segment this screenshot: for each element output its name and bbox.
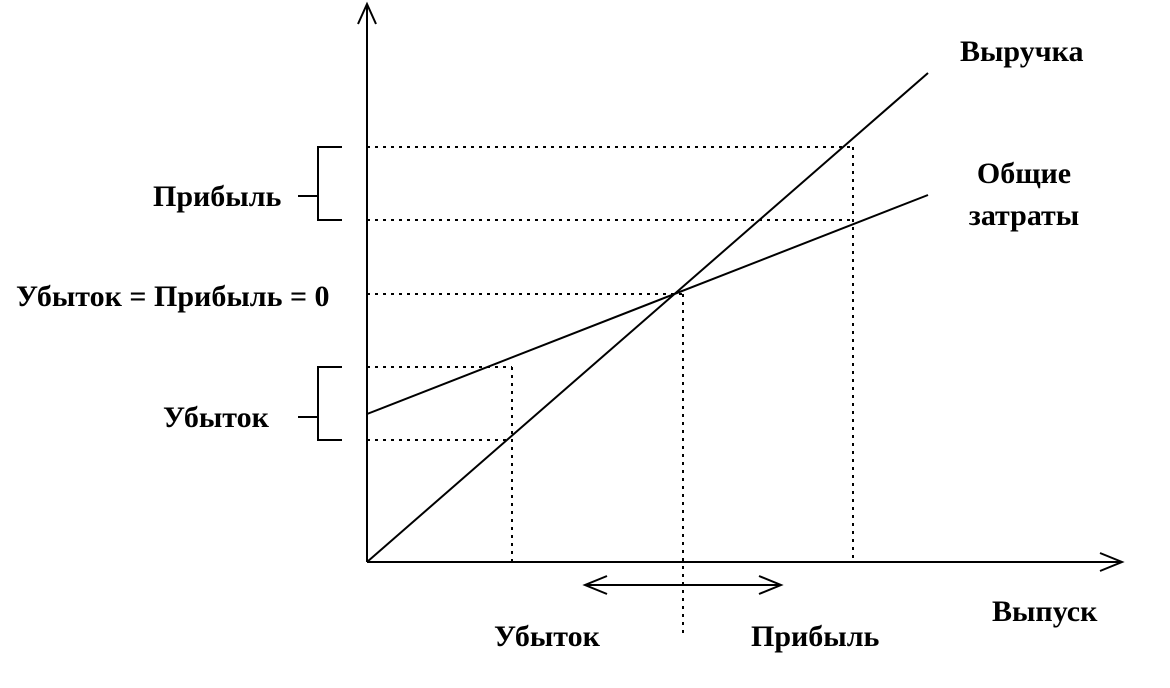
revenue-label: Выручка (960, 35, 1083, 68)
profit-bottom-label: Прибыль (751, 620, 880, 653)
y-axis-arrowhead (357, 1, 377, 25)
axes (357, 1, 1125, 572)
revenue-line (366, 72, 929, 563)
loss-bottom-label: Убыток (494, 620, 601, 653)
loss-bracket (317, 366, 342, 441)
double-arrow-left-head (582, 575, 608, 595)
profit-left-label: Прибыль (153, 180, 282, 213)
function-lines (366, 72, 929, 563)
loss-profit-arrow (582, 575, 784, 595)
breakeven-label: Убыток = Прибыль = 0 (16, 280, 330, 313)
dotted-guides (367, 146, 854, 638)
total-costs-label-line2: затраты (969, 199, 1079, 232)
total-costs-label-line1: Общие (977, 157, 1071, 190)
loss-left-label: Убыток (163, 401, 270, 434)
output-axis-label: Выпуск (992, 595, 1098, 628)
brackets (298, 146, 342, 441)
double-arrow-right-head (758, 575, 784, 595)
profit-bracket (317, 146, 342, 221)
total-costs-line (366, 194, 929, 415)
x-axis-arrowhead (1099, 552, 1125, 572)
